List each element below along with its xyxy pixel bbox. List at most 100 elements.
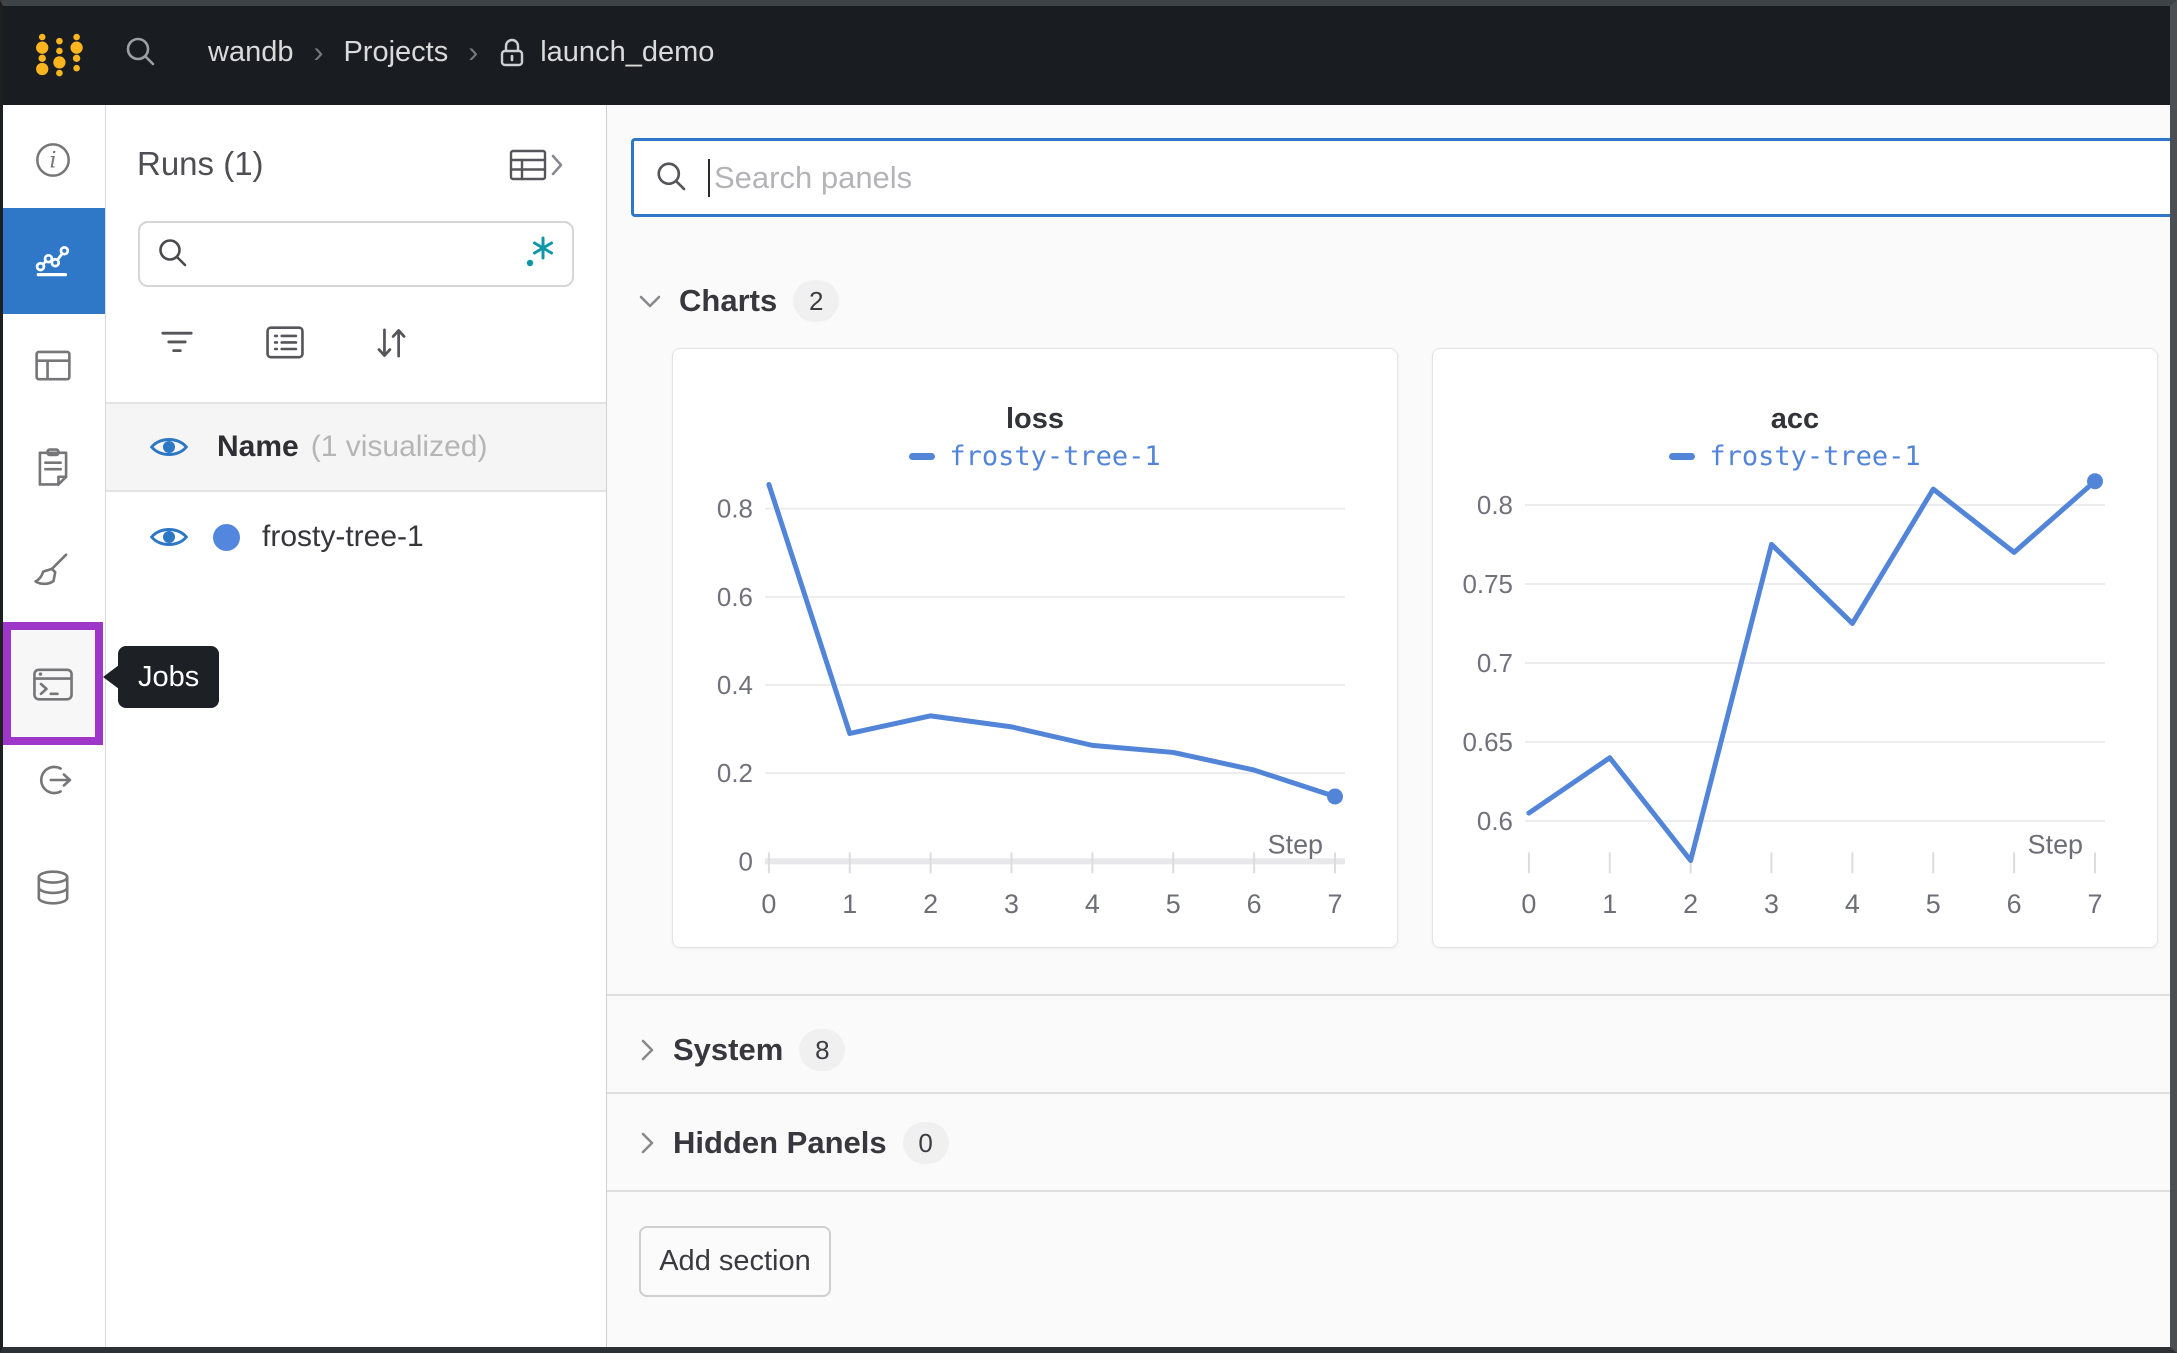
divider: [607, 1092, 2177, 1094]
breadcrumb-project-name[interactable]: launch_demo: [540, 36, 715, 68]
section-header-hidden-panels[interactable]: Hidden Panels 0: [607, 1119, 2177, 1167]
svg-text:4: 4: [1845, 889, 1860, 919]
svg-text:0.2: 0.2: [717, 760, 753, 788]
chart-panel-acc[interactable]: 0.6 0.65 0.7 0.75 0.8 0 1 2 3 4 5 6 7 Step acc frosty…: [1432, 348, 2158, 948]
svg-text:7: 7: [1328, 889, 1343, 919]
runs-title: Runs (1): [137, 145, 264, 182]
svg-text:4: 4: [1085, 889, 1100, 919]
svg-text:0.6: 0.6: [1477, 808, 1513, 836]
sidebar-item-automations[interactable]: [0, 745, 105, 815]
svg-text:0: 0: [739, 848, 753, 876]
search-icon: [657, 161, 686, 190]
legend-run-name: frosty-tree-1: [1709, 441, 1921, 472]
chart-title: acc: [1770, 403, 1820, 435]
svg-text:0.7: 0.7: [1477, 650, 1513, 678]
divider: [607, 1190, 2177, 1192]
add-section-button[interactable]: Add section: [639, 1226, 831, 1297]
global-search-icon[interactable]: [124, 35, 160, 71]
sidebar-item-workspace[interactable]: [0, 208, 105, 314]
broom-icon: [33, 553, 67, 586]
search-icon: [159, 239, 187, 267]
lock-icon: [498, 37, 526, 69]
left-icon-rail: i: [0, 105, 106, 1353]
sidebar-item-tables[interactable]: [0, 330, 105, 400]
filter-icon[interactable]: [153, 321, 201, 365]
svg-text:0.75: 0.75: [1463, 571, 1513, 599]
tooltip-label: Jobs: [138, 660, 200, 693]
svg-text:0.4: 0.4: [717, 672, 753, 700]
sidebar-item-jobs[interactable]: [3, 622, 103, 745]
clipboard-icon: [38, 448, 67, 486]
chevron-right-icon: [641, 1132, 654, 1154]
runs-column-header[interactable]: Name: [217, 430, 299, 463]
svg-text:2: 2: [923, 889, 938, 919]
svg-text:0: 0: [761, 889, 776, 919]
svg-text:6: 6: [2007, 889, 2022, 919]
regex-toggle-icon[interactable]: [514, 233, 558, 275]
search-panels-placeholder: Search panels: [714, 159, 913, 195]
jobs-terminal-icon: [33, 668, 73, 701]
expand-runs-table-button[interactable]: [508, 145, 566, 185]
svg-text:0.6: 0.6: [717, 584, 753, 612]
info-icon: i: [35, 143, 70, 177]
sidebar-item-reports[interactable]: [0, 432, 105, 502]
text-cursor: [708, 158, 710, 197]
circular-arrow-icon: [39, 765, 71, 795]
chart-legend: frosty-tree-1: [673, 441, 1397, 472]
svg-text:3: 3: [1764, 889, 1779, 919]
breadcrumb: wandb › Projects › launch_demo: [208, 36, 714, 70]
legend-swatch: [1669, 453, 1696, 460]
svg-text:3: 3: [1004, 889, 1019, 919]
toggle-all-visibility-icon[interactable]: [149, 433, 189, 461]
sidebar-item-overview[interactable]: i: [0, 125, 105, 195]
svg-text:5: 5: [1166, 889, 1181, 919]
database-icon: [37, 870, 68, 905]
section-label: Hidden Panels: [673, 1125, 887, 1160]
svg-text:0.8: 0.8: [1477, 492, 1513, 520]
visualized-count: (1 visualized): [310, 430, 488, 463]
runs-search-input[interactable]: [138, 221, 574, 287]
wandb-logo[interactable]: [16, 10, 102, 96]
chart-panel-loss[interactable]: 0 0.2 0.4 0.6 0.8 0 1 2 3 4 5 6 7 Step loss frosty-tr…: [672, 348, 1398, 948]
search-panels-input[interactable]: Search panels: [631, 138, 2177, 217]
sidebar-item-artifacts[interactable]: [0, 853, 105, 923]
svg-text:0.65: 0.65: [1463, 729, 1513, 757]
runs-sidebar: Runs (1): [105, 105, 607, 1353]
svg-text:Step: Step: [1268, 829, 1323, 859]
svg-text:0: 0: [1521, 889, 1536, 919]
table-icon: [34, 350, 71, 381]
breadcrumb-separator: ›: [313, 35, 324, 69]
svg-text:0.8: 0.8: [717, 496, 753, 524]
svg-text:2: 2: [1683, 889, 1698, 919]
chevron-down-icon: [639, 295, 661, 308]
section-label: Charts: [679, 283, 778, 318]
divider: [105, 402, 606, 404]
chevron-right-icon: [641, 1039, 654, 1061]
section-header-charts[interactable]: Charts 2: [607, 277, 2177, 325]
toggle-run-visibility-icon[interactable]: [149, 523, 189, 551]
sidebar-item-sweeps[interactable]: [0, 535, 105, 605]
run-name[interactable]: frosty-tree-1: [262, 520, 424, 553]
run-row[interactable]: frosty-tree-1: [105, 492, 606, 582]
svg-text:7: 7: [2088, 889, 2103, 919]
svg-text:6: 6: [1247, 889, 1262, 919]
group-columns-icon[interactable]: [261, 321, 309, 365]
runs-toolbar: [105, 315, 607, 375]
section-label: System: [673, 1032, 784, 1067]
section-header-system[interactable]: System 8: [607, 1026, 2177, 1074]
svg-text:1: 1: [1602, 889, 1617, 919]
runs-header-row: Name (1 visualized): [105, 404, 606, 492]
line-chart-icon: [35, 246, 69, 277]
sort-icon[interactable]: [367, 321, 415, 365]
svg-text:Step: Step: [2028, 829, 2083, 859]
breadcrumb-entity[interactable]: wandb: [208, 36, 294, 68]
svg-text:i: i: [49, 148, 56, 173]
top-nav-bar: wandb › Projects › launch_demo: [0, 0, 2177, 105]
run-color-dot[interactable]: [213, 523, 240, 551]
chart-title: loss: [1005, 403, 1065, 435]
add-section-label: Add section: [659, 1245, 811, 1277]
jobs-tooltip: Jobs: [103, 646, 220, 708]
breadcrumb-projects[interactable]: Projects: [343, 36, 449, 68]
